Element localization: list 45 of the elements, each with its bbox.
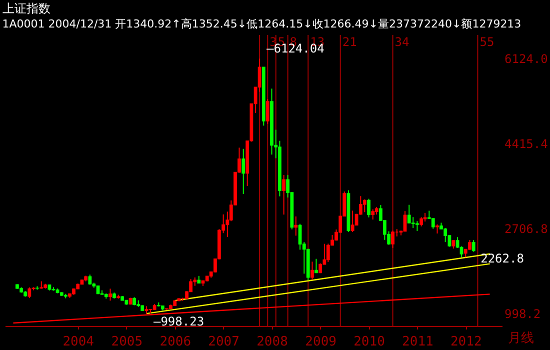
candlestick	[444, 228, 448, 243]
x-tick-label: 2008	[256, 334, 288, 350]
y-tick-label: 2706.8	[504, 222, 548, 236]
candlestick	[242, 148, 246, 194]
candlestick	[266, 98, 270, 124]
candlestick	[314, 258, 318, 274]
candlestick	[28, 286, 32, 299]
ref-line-label: 21	[342, 35, 357, 49]
candlestick	[391, 230, 394, 248]
candlestick	[416, 220, 419, 232]
text: 月线	[508, 331, 534, 346]
candlestick	[472, 240, 476, 252]
candlestick	[403, 210, 407, 232]
candlestick	[367, 198, 370, 218]
candlestick	[371, 208, 375, 220]
candlestick	[326, 243, 330, 262]
annotation: —998.23	[153, 314, 204, 329]
chart-subtitle: 1A0001 2004/12/31 开1340.92↑高1352.45↓低1264.15↓收1266.49↓量237372240↓额1279213	[2, 18, 522, 30]
x-tick-label: 2009	[305, 334, 336, 350]
y-tick-label: 998.2	[504, 307, 541, 322]
x-tick-label: 2011	[402, 334, 434, 350]
x-tick-label: 2005	[111, 334, 143, 350]
chart-title: 上证指数	[2, 2, 50, 16]
candlestick	[282, 174, 286, 216]
candlestick	[294, 216, 298, 236]
candlestick	[431, 218, 435, 230]
ref-line-label: 34	[394, 35, 410, 49]
candlestick	[436, 224, 439, 234]
x-tick-label: 2012	[450, 334, 482, 350]
ref-line-label: 55	[480, 35, 494, 49]
candlestick	[362, 198, 366, 213]
candlestick	[350, 210, 354, 233]
candlestick	[310, 261, 314, 280]
candlestick	[411, 216, 415, 228]
x-tick-label: 2004	[62, 334, 94, 350]
annotation: 2262.8	[480, 252, 524, 266]
candlestick	[407, 204, 411, 224]
x-tick-label: 2007	[208, 334, 240, 350]
candlestick	[468, 239, 472, 250]
x-tick-label: 2006	[160, 334, 192, 350]
candlestick	[420, 216, 424, 227]
y-tick-label: 6124.0	[504, 52, 548, 66]
y-tick-label: 4415.4	[504, 137, 548, 152]
candlestick	[108, 288, 112, 302]
x-tick-label: 2010	[354, 334, 385, 350]
